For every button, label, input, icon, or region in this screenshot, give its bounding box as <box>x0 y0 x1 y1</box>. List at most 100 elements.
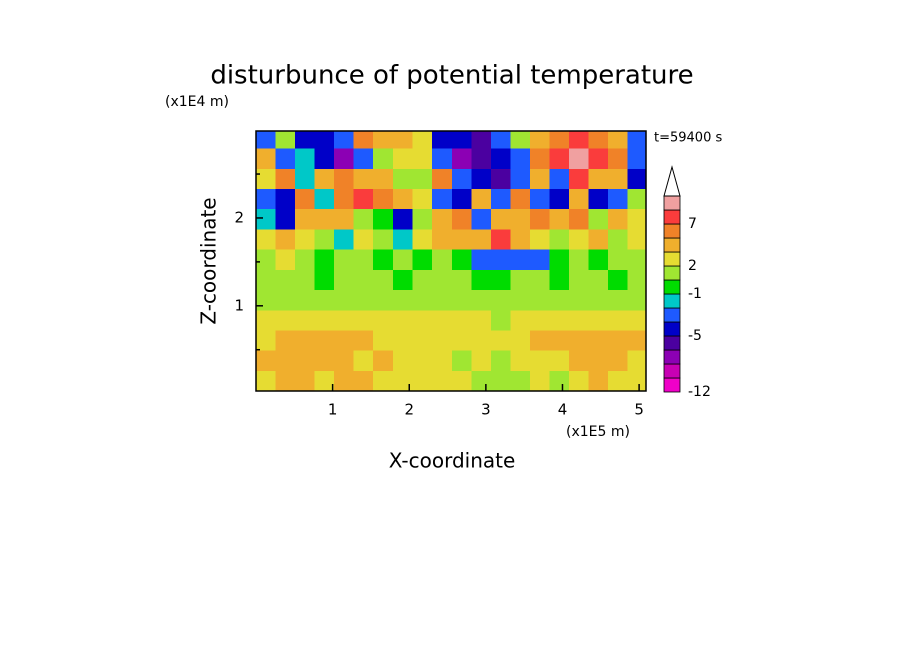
contour-cell <box>608 350 629 371</box>
colorbar-box <box>663 209 681 225</box>
contour-cell <box>471 249 492 270</box>
contour-cell <box>549 370 570 392</box>
contour-cell <box>275 249 296 270</box>
contour-cell <box>510 131 531 149</box>
y-unit: (x1E4 m) <box>165 94 229 110</box>
contour-cell <box>627 269 647 291</box>
y-tick-label: 2 <box>234 208 244 226</box>
contour-cell <box>314 350 335 371</box>
contour-cell <box>451 309 472 331</box>
contour-cell <box>295 168 316 190</box>
contour-cell <box>373 168 394 190</box>
contour-cell <box>393 269 414 291</box>
contour-cell <box>432 148 453 169</box>
contour-cell <box>373 148 394 169</box>
contour-cell <box>353 168 374 190</box>
contour-cell <box>314 188 335 210</box>
colorbar-label: -1 <box>688 286 702 302</box>
colorbar-box <box>663 223 681 239</box>
contour-cell <box>256 370 277 392</box>
contour-cell <box>490 309 511 331</box>
contour-cell <box>393 208 414 230</box>
contour-cell <box>334 269 355 291</box>
contour-cell <box>256 249 277 270</box>
contour-cell <box>451 370 472 392</box>
contour-cell <box>608 370 629 392</box>
contour-cell <box>275 148 296 169</box>
contour-cell <box>256 329 277 351</box>
contour-cell <box>510 370 531 392</box>
contour-cell <box>412 131 433 149</box>
contour-cell <box>295 208 316 230</box>
contour-cell <box>432 168 453 190</box>
contour-cell <box>510 329 531 351</box>
contour-cell <box>314 289 335 311</box>
contour-cell <box>568 131 590 149</box>
contour-cell <box>353 329 374 351</box>
chart-title: disturbunce of potential temperature <box>210 61 693 91</box>
contour-cell <box>588 269 609 291</box>
contour-cell <box>608 168 629 190</box>
colorbar-label: -12 <box>688 384 711 400</box>
contour-cell <box>588 249 609 270</box>
contour-cell <box>471 350 492 371</box>
contour-cell <box>256 350 277 371</box>
contour-cell <box>373 309 394 331</box>
contour-cell <box>510 188 531 210</box>
contour-cell <box>549 208 570 230</box>
contour-cell <box>510 168 531 190</box>
contour-cell <box>529 370 550 392</box>
contour-cell <box>295 370 316 392</box>
contour-cell <box>568 188 590 210</box>
contour-cell <box>353 148 374 169</box>
contour-cell <box>314 269 335 291</box>
contour-cell <box>295 228 316 250</box>
contour-cell <box>432 249 453 270</box>
contour-cell <box>334 289 355 311</box>
contour-cell <box>588 309 609 331</box>
contour-cell <box>588 188 609 210</box>
contour-cell <box>314 329 335 351</box>
contour-cell <box>393 350 414 371</box>
contour-cell <box>549 350 570 371</box>
contour-cell <box>393 309 414 331</box>
contour-cell <box>627 249 647 270</box>
contour-cell <box>471 309 492 331</box>
contour-cell <box>529 168 550 190</box>
contour-cell <box>608 249 629 270</box>
y-axis-label: Z-coordinate <box>197 197 221 324</box>
contour-cell <box>471 188 492 210</box>
contour-cell <box>529 329 550 351</box>
contour-cell <box>373 329 394 351</box>
contour-cell <box>432 329 453 351</box>
contour-cell <box>568 208 590 230</box>
contour-cell <box>393 289 414 311</box>
contour-cell <box>432 289 453 311</box>
contour-cell <box>588 148 609 169</box>
contour-cell <box>549 168 570 190</box>
contour-cell <box>451 329 472 351</box>
contour-cell <box>412 329 433 351</box>
contour-cell <box>393 148 414 169</box>
contour-cell <box>627 168 647 190</box>
contour-cell <box>510 309 531 331</box>
contour-cell <box>334 168 355 190</box>
contour-cell <box>334 228 355 250</box>
contour-cell <box>353 269 374 291</box>
contour-cell <box>256 188 277 210</box>
plot-frame <box>255 130 647 392</box>
contour-cell <box>353 131 374 149</box>
x-tick-label: 3 <box>481 401 491 419</box>
contour-cell <box>568 249 590 270</box>
colorbar-box <box>663 251 681 267</box>
contour-cell <box>529 148 550 169</box>
contour-cell <box>295 350 316 371</box>
contour-cell <box>353 370 374 392</box>
contour-cell <box>627 309 647 331</box>
contour-cell <box>627 148 647 169</box>
contour-cell <box>314 249 335 270</box>
contour-cell <box>432 350 453 371</box>
contour-cell <box>275 370 296 392</box>
contour-cell <box>471 228 492 250</box>
field <box>256 131 647 392</box>
